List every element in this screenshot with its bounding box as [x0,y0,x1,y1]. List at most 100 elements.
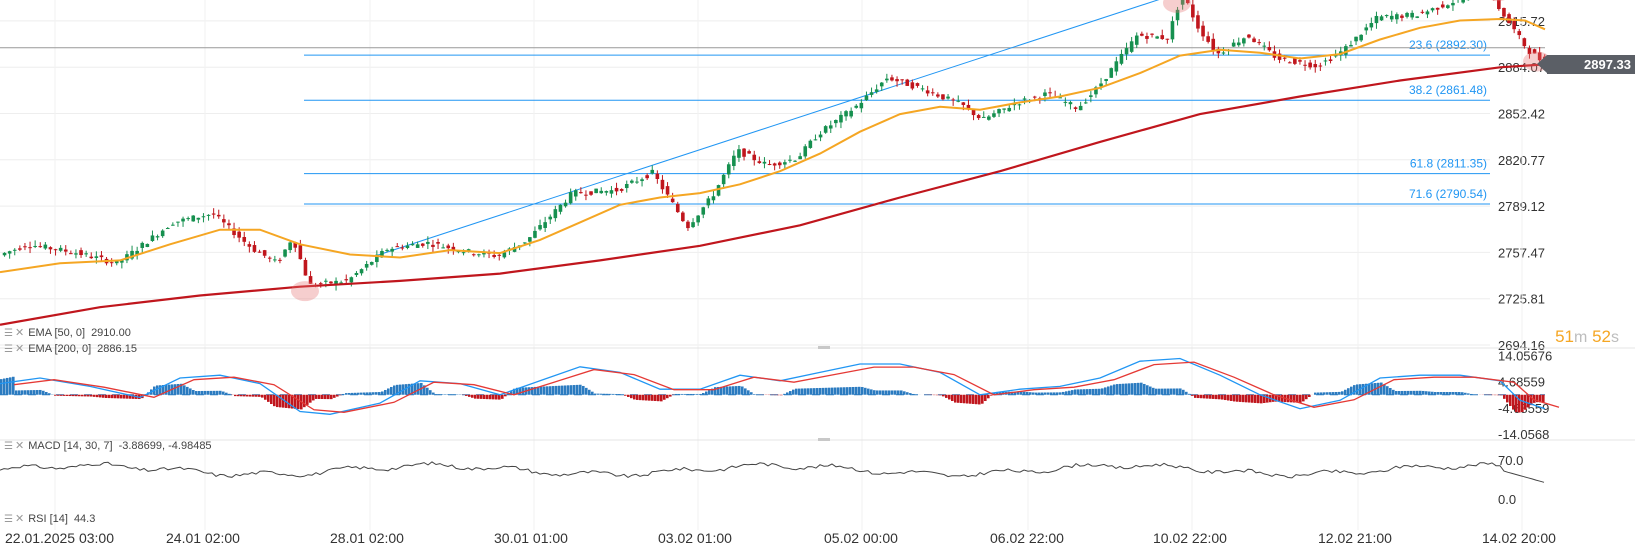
close-icon[interactable]: ✕ [14,327,25,339]
close-icon[interactable]: ✕ [14,343,25,355]
candle [665,182,670,199]
macd-histogram-bar [0,379,3,395]
macd-histogram-bar [396,384,399,395]
candle-body [492,254,496,257]
macd-histogram-bar [882,390,885,395]
macd-histogram-bar [744,388,747,395]
macd-histogram-bar [1341,391,1344,395]
candle [1400,14,1404,22]
macd-histogram-bar [534,386,537,395]
candle-body [777,162,782,166]
close-icon[interactable]: ✕ [14,513,25,525]
candle-body [252,245,257,252]
candle [1257,39,1261,46]
macd-histogram-bar [720,386,723,395]
candle [1196,10,1200,33]
candle [563,199,568,208]
macd-histogram-bar [264,394,267,400]
candle-body [1395,14,1399,20]
macd-histogram-bar [966,394,969,404]
candle-body [298,245,303,260]
candle-body [1185,0,1190,4]
candle [1369,17,1374,31]
macd-histogram-bar [351,392,354,395]
candle [375,250,379,268]
candle-body [1405,12,1409,17]
candle [1201,21,1205,41]
candle-body [579,192,583,194]
macd-histogram-bar [1179,388,1182,395]
macd-histogram-bar [21,390,24,395]
candle-body [206,214,211,216]
macd-histogram-bar [1344,389,1347,395]
macd-histogram-bar [1161,388,1164,395]
candle [369,261,374,266]
candle-body [1099,83,1103,87]
macd-histogram-bar [1032,392,1035,395]
candle-body [1379,16,1384,21]
candle [823,125,828,134]
candle-body [23,246,27,248]
macd-histogram-bar [852,386,855,395]
macd-histogram-bar [1122,383,1125,395]
candle [813,134,818,141]
drag-handle-icon[interactable]: ☰ [4,328,13,339]
macd-histogram-bar [903,391,906,395]
candle [385,248,389,253]
macd-histogram-bar [831,387,834,395]
macd-histogram-bar [1317,392,1320,395]
candle-body [752,154,757,161]
macd-histogram-bar [906,392,909,395]
candle-body [140,242,145,248]
candle-body [716,185,721,196]
macd-histogram-bar [249,394,252,397]
macd-histogram-bar [1089,389,1092,395]
macd-histogram-bar [867,388,870,395]
macd-histogram-bar [654,394,657,402]
candle [1236,37,1241,47]
macd-histogram-bar [1452,392,1455,395]
macd-histogram-bar [1386,386,1389,395]
macd-histogram-bar [1182,389,1185,395]
candle-body [1410,12,1414,18]
macd-histogram-bar [561,385,564,395]
macd-histogram-bar [1329,392,1332,395]
candle-body [528,237,532,242]
close-icon[interactable]: ✕ [14,440,25,452]
drag-handle-icon[interactable]: ☰ [4,514,13,525]
candle [1457,0,1459,3]
macd-histogram-bar [429,390,432,395]
candle [645,173,649,181]
candle-body [1109,68,1114,78]
candle [757,156,762,164]
macd-histogram-bar [42,390,45,395]
candle [890,74,894,82]
macd-histogram-bar [1263,394,1266,403]
macd-histogram-bar [378,392,381,395]
candle [1216,46,1221,59]
macd-histogram-bar [1395,391,1398,395]
macd-histogram-bar [948,394,951,400]
macd-histogram-bar [81,394,84,397]
macd-histogram-bar [435,394,438,395]
candle [594,188,598,194]
macd-histogram-bar [432,392,435,395]
candle-body [283,249,287,257]
candle [247,241,252,253]
candle [721,173,726,189]
candle [1160,29,1165,40]
macd-histogram-bar [633,394,636,400]
drag-handle-icon[interactable]: ☰ [4,441,13,452]
candle [859,99,864,113]
candle [1354,36,1358,46]
macd-histogram-bar [639,394,642,401]
candle [426,236,430,250]
macd-histogram-bar [1458,392,1461,395]
candle-body [303,259,308,276]
macd-histogram-bar [1020,391,1023,395]
candle [808,139,813,149]
candle-body [767,164,772,166]
drag-handle-icon[interactable]: ☰ [4,344,13,355]
candle-body [1180,0,1185,5]
